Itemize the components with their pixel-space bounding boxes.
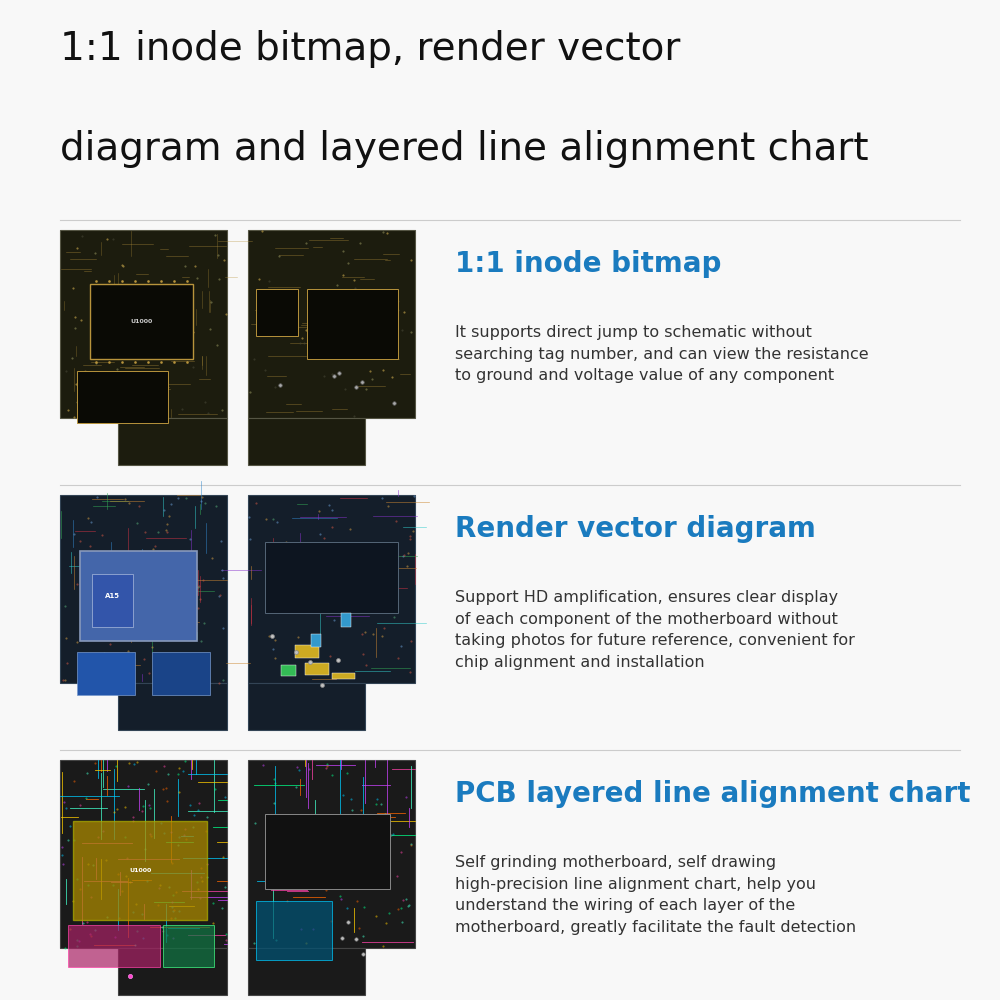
FancyBboxPatch shape — [118, 418, 227, 465]
FancyBboxPatch shape — [248, 495, 415, 683]
Text: Self grinding motherboard, self drawing
high-precision line alignment chart, hel: Self grinding motherboard, self drawing … — [455, 855, 856, 935]
Text: Support HD amplification, ensures clear display
of each component of the motherb: Support HD amplification, ensures clear … — [455, 590, 855, 670]
Text: diagram and layered line alignment chart: diagram and layered line alignment chart — [60, 130, 868, 168]
FancyBboxPatch shape — [60, 760, 227, 948]
FancyBboxPatch shape — [152, 652, 210, 695]
FancyBboxPatch shape — [73, 821, 207, 920]
Text: 1:1 inode bitmap: 1:1 inode bitmap — [455, 250, 721, 278]
FancyBboxPatch shape — [307, 289, 398, 359]
FancyBboxPatch shape — [77, 371, 168, 423]
Text: U1000: U1000 — [129, 868, 151, 873]
FancyBboxPatch shape — [256, 901, 332, 960]
FancyBboxPatch shape — [248, 418, 365, 465]
Text: It supports direct jump to schematic without
searching tag number, and can view : It supports direct jump to schematic wit… — [455, 325, 869, 383]
Text: Render vector diagram: Render vector diagram — [455, 515, 816, 543]
FancyBboxPatch shape — [60, 230, 227, 418]
FancyBboxPatch shape — [265, 542, 398, 612]
FancyBboxPatch shape — [248, 948, 365, 995]
FancyBboxPatch shape — [341, 613, 351, 627]
FancyBboxPatch shape — [332, 673, 355, 679]
FancyBboxPatch shape — [305, 663, 329, 675]
FancyBboxPatch shape — [248, 230, 415, 418]
FancyBboxPatch shape — [311, 634, 321, 647]
FancyBboxPatch shape — [281, 665, 296, 676]
FancyBboxPatch shape — [77, 652, 135, 695]
FancyBboxPatch shape — [295, 645, 319, 658]
FancyBboxPatch shape — [118, 948, 227, 995]
FancyBboxPatch shape — [68, 924, 160, 967]
Text: PCB layered line alignment chart: PCB layered line alignment chart — [455, 780, 970, 808]
Text: A15: A15 — [105, 593, 120, 599]
FancyBboxPatch shape — [92, 574, 133, 627]
FancyBboxPatch shape — [248, 760, 415, 948]
FancyBboxPatch shape — [80, 551, 197, 641]
Text: U1000: U1000 — [131, 319, 153, 324]
FancyBboxPatch shape — [256, 289, 298, 336]
FancyBboxPatch shape — [118, 683, 227, 730]
Text: 1:1 inode bitmap, render vector: 1:1 inode bitmap, render vector — [60, 30, 680, 68]
FancyBboxPatch shape — [163, 924, 214, 967]
FancyBboxPatch shape — [248, 683, 365, 730]
FancyBboxPatch shape — [265, 814, 390, 889]
FancyBboxPatch shape — [60, 495, 227, 683]
FancyBboxPatch shape — [90, 284, 193, 359]
